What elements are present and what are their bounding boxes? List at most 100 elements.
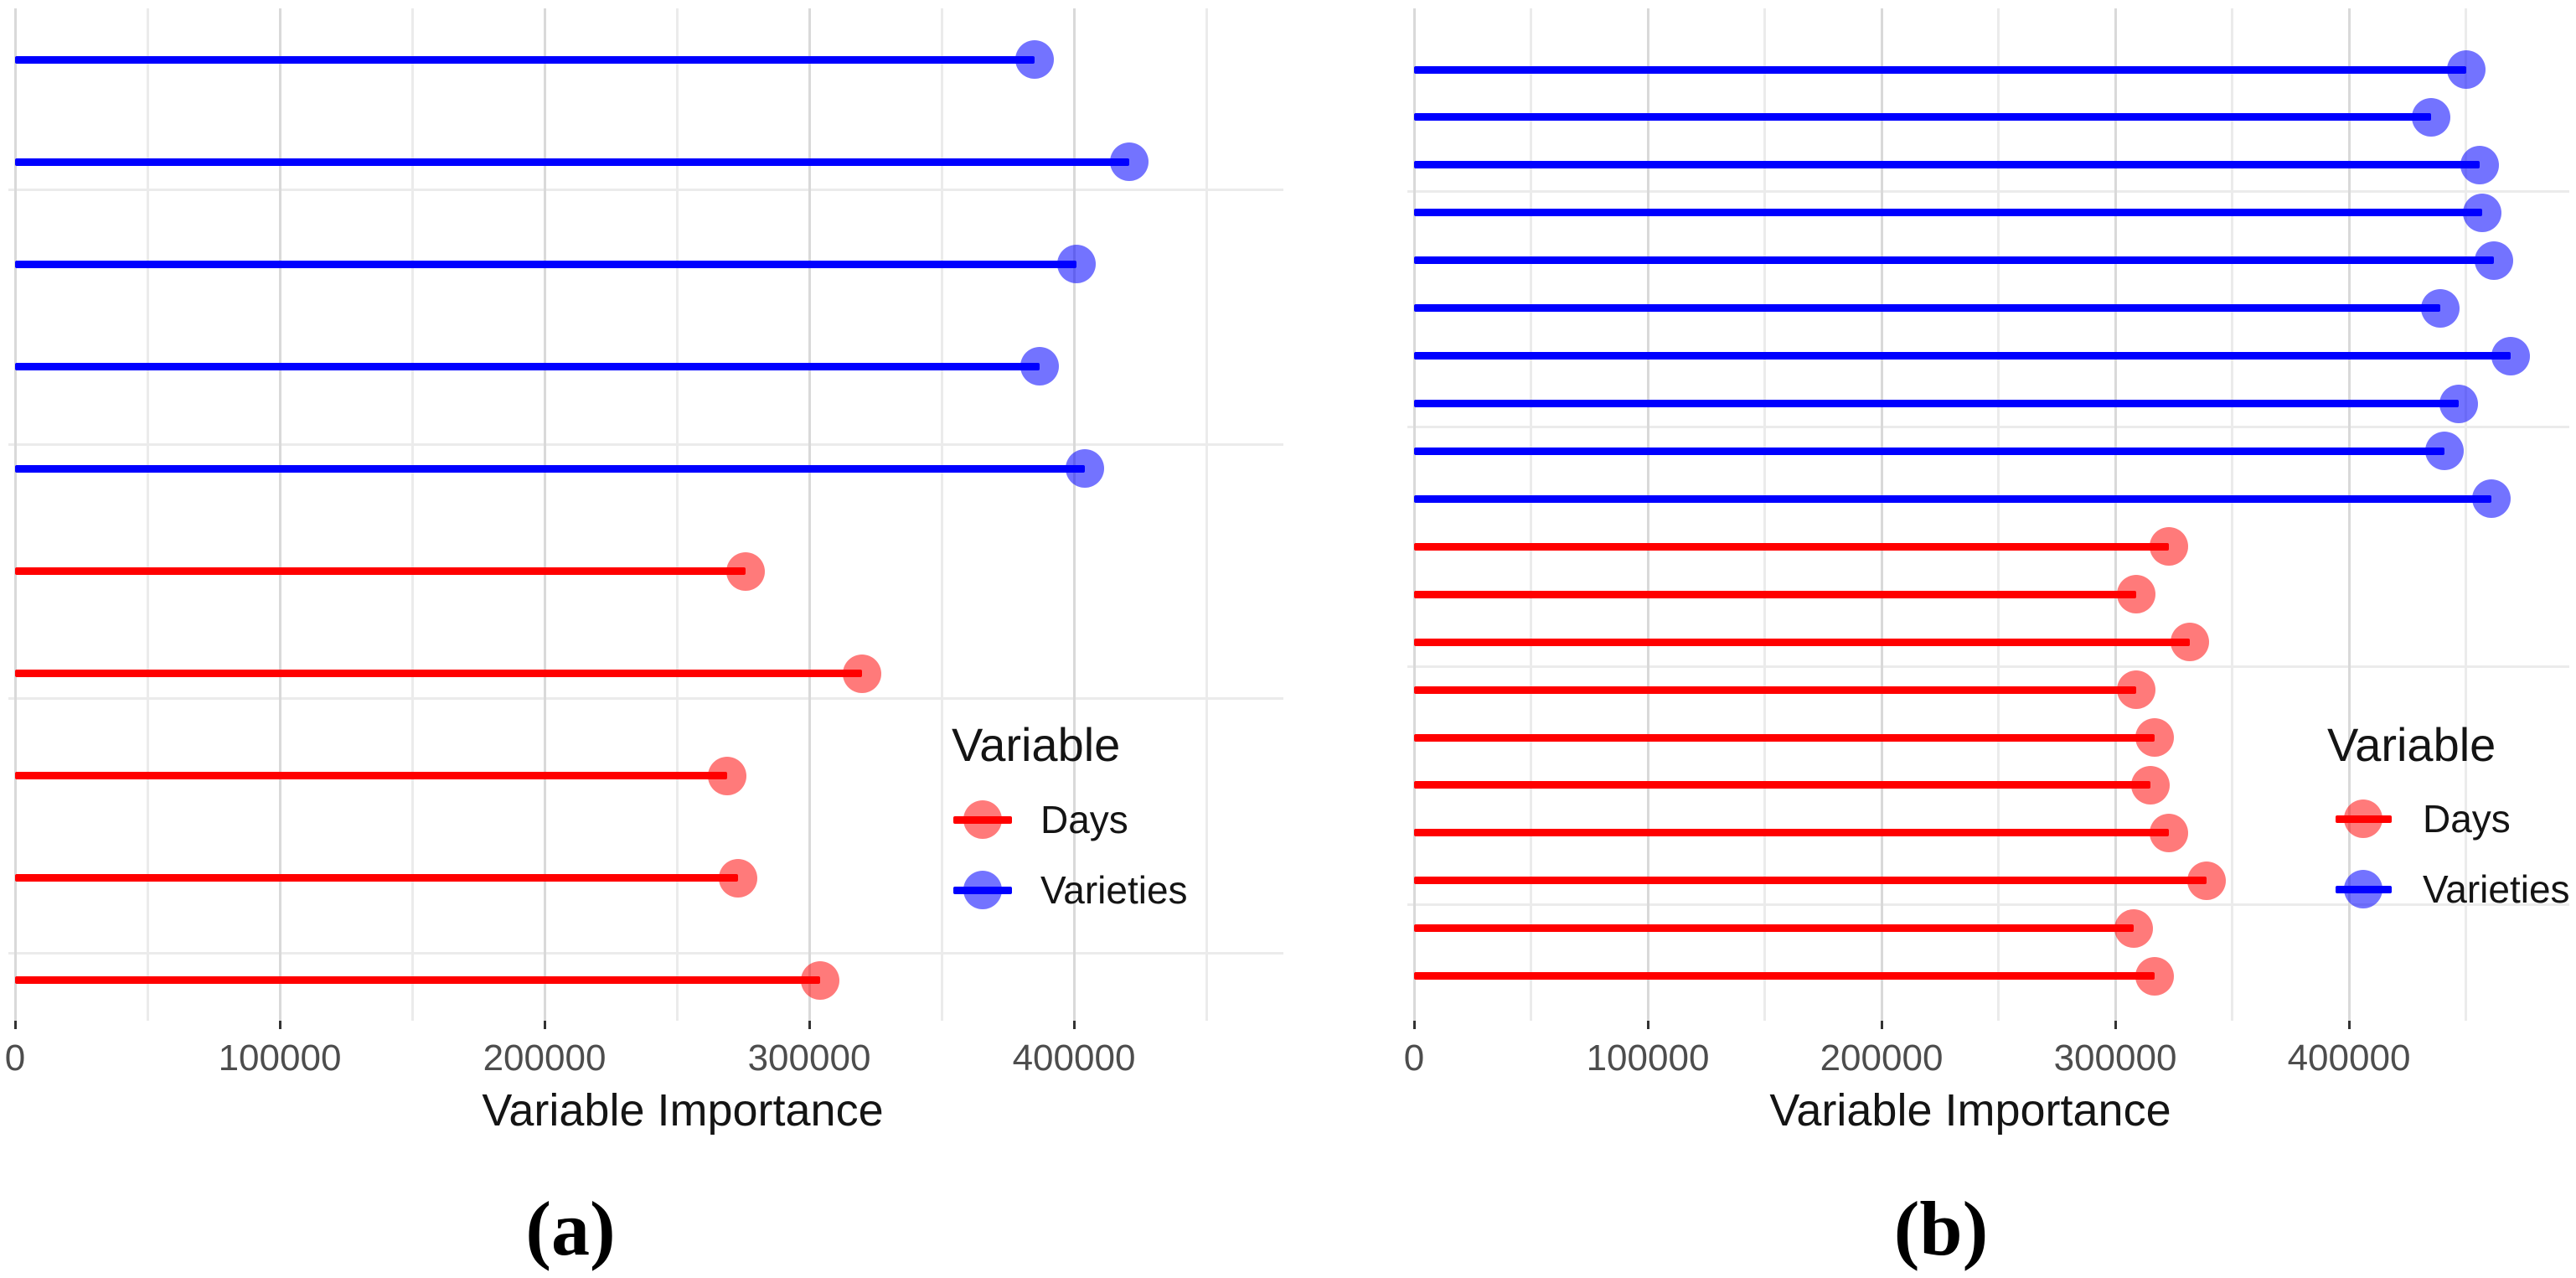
lollipop-stem-varieties <box>1414 447 2445 455</box>
legend-key-dot-varieties <box>963 871 1002 909</box>
lollipop-dot-varieties <box>2474 241 2513 280</box>
panel-caption: (b) <box>1893 1186 1989 1271</box>
lollipop-stem-days <box>15 772 728 780</box>
gridline-vertical-minor <box>1763 8 1766 1021</box>
lollipop-dot-days <box>2135 718 2175 758</box>
lollipop-dot-varieties <box>2425 432 2465 471</box>
lollipop-dot-varieties <box>2463 193 2502 232</box>
x-axis-tick-label: 400000 <box>2287 1037 2411 1079</box>
gridline-vertical-minor <box>410 8 414 1021</box>
legend-label-days: Days <box>1040 798 1128 841</box>
lollipop-dot-varieties <box>2460 145 2500 184</box>
x-axis-tick <box>13 1021 17 1029</box>
legend-label-days: Days <box>2423 797 2511 841</box>
lollipop-dot-days <box>726 551 766 591</box>
gridline-vertical-minor <box>940 8 943 1021</box>
lollipop-stem-days <box>1414 590 2137 598</box>
legend-key-dot-varieties <box>2344 870 2382 908</box>
x-axis-tick <box>1646 1021 1649 1029</box>
lollipop-stem-varieties <box>1414 256 2494 265</box>
x-axis-tick <box>1412 1021 1416 1029</box>
gridline-vertical-major <box>543 8 546 1021</box>
gridline-vertical-major <box>2347 8 2351 1021</box>
lollipop-stem-varieties <box>15 260 1077 268</box>
lollipop-stem-days <box>15 976 820 985</box>
lollipop-stem-days <box>1414 972 2155 980</box>
gridline-vertical-major <box>1646 8 1649 1021</box>
lollipop-stem-varieties <box>15 158 1130 166</box>
lollipop-dot-days <box>2117 575 2156 614</box>
x-axis-tick-label: 0 <box>4 1037 26 1079</box>
gridline-horizontal <box>1407 190 2569 193</box>
x-axis-tick-label: 100000 <box>218 1037 342 1079</box>
lollipop-stem-days <box>1414 877 2207 885</box>
gridline-vertical-major <box>2114 8 2117 1021</box>
lollipop-dot-varieties <box>1020 347 1059 386</box>
x-axis-tick <box>1072 1021 1076 1029</box>
x-axis-tick-label: 200000 <box>1820 1037 1944 1079</box>
lollipop-dot-days <box>843 654 882 693</box>
chart-panel-b: 0 100000 200000 300000 400000 Variable Import… <box>1290 0 2576 1278</box>
gridline-horizontal <box>1407 665 2569 668</box>
legend-label-varieties: Varieties <box>1040 868 1188 912</box>
x-axis-tick-label: 0 <box>1403 1037 1425 1079</box>
lollipop-stem-varieties <box>1414 209 2483 217</box>
x-axis-title: Variable Importance <box>482 1085 884 1136</box>
lollipop-dot-days <box>2171 623 2210 662</box>
chart-panel-a: 0 100000 200000 300000 400000 Variable Import… <box>4 8 1283 1271</box>
lollipop-dot-days <box>800 960 839 1000</box>
gridline-vertical-minor <box>2465 8 2467 1021</box>
legend-label-varieties: Varieties <box>2423 867 2570 911</box>
lollipop-dot-varieties <box>2439 384 2479 423</box>
x-axis-title: Variable Importance <box>1769 1085 2171 1136</box>
lollipop-dot-days <box>2117 670 2156 710</box>
gridline-vertical-minor <box>146 8 149 1021</box>
lollipop-dot-days <box>2150 813 2189 852</box>
x-axis-tick-label: 200000 <box>483 1037 607 1079</box>
gridline-vertical-major <box>278 8 281 1021</box>
lollipop-dot-varieties <box>2420 288 2460 328</box>
lollipop-stem-days <box>1414 638 2191 646</box>
lollipop-dot-days <box>2130 765 2170 805</box>
lollipop-stem-days <box>1414 733 2155 742</box>
gridline-horizontal <box>1407 903 2569 906</box>
lollipop-dot-days <box>718 858 757 898</box>
lollipop-dot-days <box>2186 861 2226 900</box>
lollipop-stem-days <box>1414 542 2170 551</box>
gridline-horizontal <box>8 189 1283 191</box>
legend-title: Variable <box>952 718 1121 771</box>
x-axis-tick <box>543 1021 546 1029</box>
lollipop-stem-days <box>1414 686 2137 694</box>
gridline-vertical-major <box>13 8 17 1021</box>
lollipop-stem-days <box>15 670 863 678</box>
panel-caption: (a) <box>525 1186 616 1271</box>
lollipop-dot-varieties <box>2491 336 2530 375</box>
gridline-horizontal <box>1407 426 2569 428</box>
gridline-vertical-major <box>808 8 811 1021</box>
gridline-horizontal <box>8 443 1283 446</box>
gridline-horizontal <box>8 952 1283 955</box>
gridline-vertical-minor <box>1530 8 1532 1021</box>
gridline-horizontal <box>8 697 1283 700</box>
lollipop-stem-varieties <box>1414 304 2440 313</box>
lollipop-stem-varieties <box>1414 352 2511 360</box>
gridline-vertical-major <box>1412 8 1416 1021</box>
lollipop-stem-varieties <box>15 55 1035 64</box>
lollipop-dot-varieties <box>2446 50 2486 89</box>
lollipop-stem-varieties <box>1414 400 2460 407</box>
x-axis-tick <box>1880 1021 1883 1029</box>
x-axis-tick <box>2347 1021 2351 1029</box>
lollipop-dot-days <box>2135 956 2175 996</box>
lollipop-stem-days <box>1414 829 2170 837</box>
x-axis-tick <box>278 1021 281 1029</box>
lollipop-dot-varieties <box>1014 40 1054 79</box>
lollipop-dot-varieties <box>2472 479 2511 519</box>
gridline-vertical-major <box>1072 8 1076 1021</box>
x-axis-tick <box>808 1021 811 1029</box>
lollipop-dot-days <box>708 756 747 795</box>
x-axis-tick-label: 100000 <box>1586 1037 1710 1079</box>
gridline-vertical-minor <box>1205 8 1208 1021</box>
lollipop-stem-days <box>1414 924 2135 933</box>
x-axis-tick-label: 400000 <box>1012 1037 1136 1079</box>
